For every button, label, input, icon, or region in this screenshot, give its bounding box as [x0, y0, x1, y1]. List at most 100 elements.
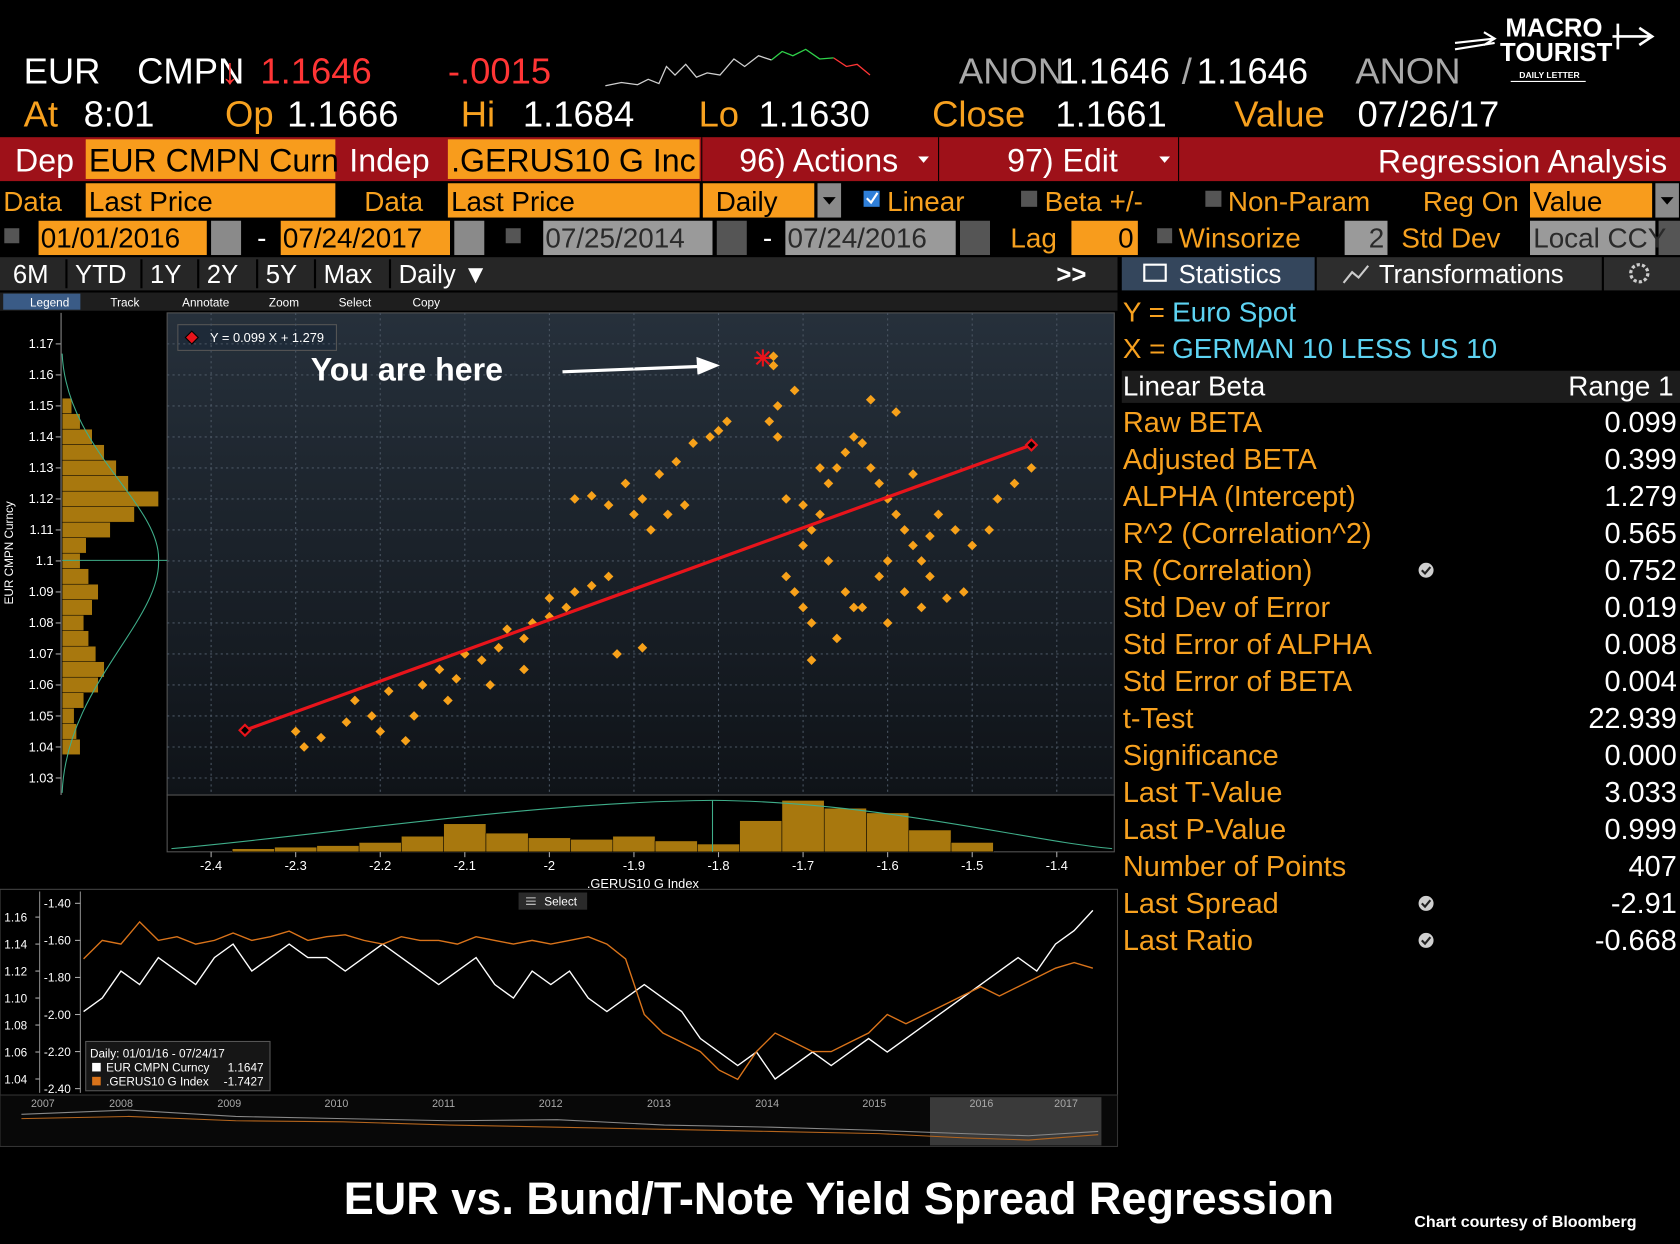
range-tab-bar [0, 257, 1118, 291]
x-tick-label: -2.3 [285, 858, 307, 873]
y-histogram-bar [61, 661, 105, 678]
start2-text: 07/25/2014 [545, 223, 684, 254]
overview-year: 2016 [970, 1098, 994, 1110]
end2-text: 07/24/2016 [788, 223, 927, 254]
range-tabs-text[interactable]: Daily ▼ [399, 261, 489, 289]
checkbox[interactable] [1157, 228, 1173, 244]
annotation-arrowhead [696, 356, 720, 376]
select-button-label[interactable]: Select [544, 895, 577, 908]
x-histogram-bar [866, 812, 910, 853]
scatter-point [942, 593, 952, 603]
value-text: 1.279 [1604, 481, 1676, 513]
input-box[interactable] [702, 183, 815, 218]
checkmark [866, 192, 879, 205]
legend-value: -1.7427 [224, 1075, 264, 1088]
x-tick-label: -1.4 [1046, 858, 1068, 873]
info-icon[interactable] [1418, 895, 1434, 911]
header-text: Linear Beta [1123, 370, 1266, 401]
toolbar-text[interactable]: Legend [30, 296, 69, 309]
line2-text: TOURIST [1500, 39, 1613, 67]
hi-label-text: Hi [461, 93, 495, 134]
actions-text[interactable]: 96) Actions [739, 142, 898, 178]
toolbar-text[interactable]: Annotate [182, 296, 230, 309]
close-label-text: Close [932, 93, 1025, 134]
scatter-point [629, 509, 639, 520]
input-box[interactable] [785, 220, 956, 256]
scatter-point [899, 587, 910, 597]
dropdown-arrow[interactable] [1159, 156, 1170, 163]
value-text: 22.939 [1588, 703, 1676, 735]
input-box[interactable] [85, 183, 336, 218]
edit-text[interactable]: 97) Edit [1007, 142, 1118, 178]
input-box[interactable] [38, 220, 207, 256]
lo-label-text: Lo [699, 93, 740, 134]
calendar-button[interactable] [211, 220, 242, 256]
calendar-button[interactable] [454, 220, 485, 256]
checkbox[interactable] [4, 228, 20, 244]
input-box[interactable] [543, 220, 713, 256]
checkbox[interactable] [1021, 190, 1038, 207]
info-icon[interactable] [1418, 932, 1434, 948]
dep-text[interactable]: EUR CMPN Curn [89, 142, 339, 178]
range-tabs-text[interactable]: 1Y [150, 261, 181, 289]
gear-icon[interactable] [1629, 263, 1650, 284]
toolbar-text[interactable]: Track [110, 296, 139, 309]
lag-label-text: Lag [1010, 223, 1056, 254]
y2-tick-label: -1.40 [44, 898, 71, 911]
range-tabs-text[interactable]: 5Y [266, 261, 297, 289]
input-box[interactable] [447, 139, 700, 179]
settings-tab[interactable] [1603, 257, 1680, 291]
y-histogram-bar [61, 614, 85, 631]
y-histogram-bar [61, 568, 89, 585]
currency-text: Local CCY [1533, 223, 1666, 254]
toolbar-active[interactable] [3, 293, 81, 310]
select-button[interactable] [518, 892, 588, 910]
input-box[interactable] [1071, 220, 1138, 256]
scatter-plot-area [166, 312, 1115, 796]
y-histogram-bar [61, 521, 111, 538]
info-icon[interactable] [1418, 562, 1434, 578]
calendar-button[interactable] [716, 220, 747, 256]
legend-name: .GERUS10 G Index [106, 1075, 209, 1088]
dropdown-arrow[interactable] [918, 156, 929, 163]
range-tabs-text[interactable]: 6M [13, 261, 49, 289]
label-text: Adjusted BETA [1123, 444, 1318, 476]
calendar-button[interactable] [960, 220, 990, 256]
regression-endpoint [238, 723, 252, 738]
input-box[interactable] [447, 183, 700, 218]
x-density-curve [171, 799, 1113, 850]
value-label-text: Value [1234, 93, 1324, 134]
label-text: Number of Points [1123, 851, 1346, 883]
x-histogram-bar [781, 800, 825, 853]
input-box[interactable] [1530, 220, 1656, 256]
active-tab[interactable] [1121, 257, 1315, 291]
input-box[interactable] [280, 220, 450, 256]
y-tick-label: 1.11 [30, 522, 54, 537]
toolbar-text[interactable]: Copy [413, 296, 441, 309]
y-tick-label: 1.12 [4, 965, 27, 978]
input-box[interactable] [85, 139, 336, 179]
tab[interactable] [1316, 257, 1602, 291]
toolbar-text[interactable]: Zoom [269, 296, 299, 309]
ticker-text: EUR [24, 51, 101, 92]
range-tabs-text[interactable]: Max [324, 261, 373, 289]
indep-label-text[interactable]: Indep [349, 142, 429, 178]
label-text: Std Error of BETA [1123, 666, 1353, 698]
indep-text[interactable]: .GERUS10 G Inc [451, 142, 696, 178]
dep-label-text[interactable]: Dep [15, 142, 74, 178]
checkbox[interactable] [1205, 190, 1222, 207]
panel-tabs-text[interactable]: Transformations [1379, 261, 1564, 289]
input-box[interactable] [1530, 183, 1653, 218]
sparkline-down [833, 57, 871, 76]
expand-text[interactable]: >> [1056, 261, 1086, 289]
info-icon-check [1421, 566, 1432, 576]
range-tabs-text[interactable]: YTD [75, 261, 126, 289]
dropdown[interactable] [1658, 220, 1680, 256]
toolbar-text[interactable]: Select [339, 296, 372, 309]
ask-text: 1.1646 [1197, 51, 1308, 92]
range-tabs-text[interactable]: 2Y [207, 261, 238, 289]
checkbox[interactable] [505, 228, 521, 244]
panel-tabs-text[interactable]: Statistics [1179, 261, 1282, 289]
input-box[interactable] [1344, 220, 1388, 256]
